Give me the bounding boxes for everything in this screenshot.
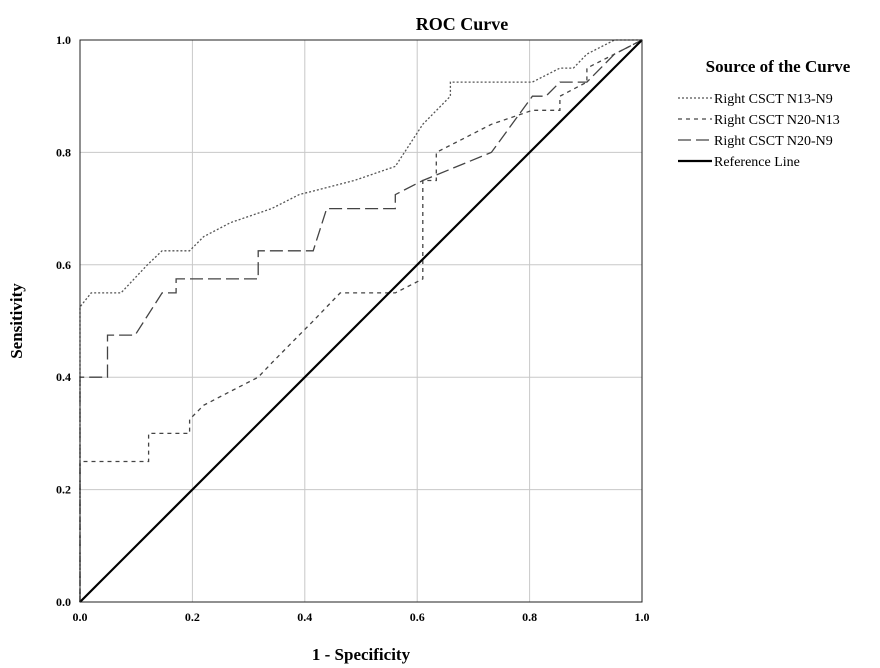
series-line-reference-line <box>79 39 643 603</box>
y-tick-label-3: 0.6 <box>56 258 71 272</box>
x-tick-label-3: 0.6 <box>410 610 425 624</box>
x-tick-label-5: 1.0 <box>635 610 650 624</box>
plot-frame <box>79 39 643 603</box>
legend-label-1: Right CSCT N20-N13 <box>714 113 840 128</box>
y-tick-label-4: 0.8 <box>56 145 71 159</box>
legend-label-0: Right CSCT N13-N9 <box>714 92 833 107</box>
y-tick-label-0: 0.0 <box>56 595 71 609</box>
y-tick-label-5: 1.0 <box>56 33 71 47</box>
y-tick-label-1: 0.2 <box>56 483 71 497</box>
y-tick-label-2: 0.4 <box>56 370 71 384</box>
series-line-right-csct-n13-n9 <box>79 39 642 602</box>
legend-title: Source of the Curve <box>706 57 851 76</box>
x-axis-label: 1 - Specificity <box>312 645 411 664</box>
legend-label-3: Reference Line <box>714 155 800 170</box>
series-line-right-csct-n20-n13 <box>79 39 643 602</box>
x-tick-label-1: 0.2 <box>185 610 200 624</box>
x-tick-label-2: 0.4 <box>297 610 312 624</box>
series-line-right-csct-n20-n9 <box>79 39 643 602</box>
chart-title: ROC Curve <box>416 14 509 34</box>
tick-labels: 0.0 0.2 0.4 0.6 0.8 1.0 0.0 0.2 0.4 0.6 0.8 1.0 <box>56 33 650 624</box>
legend: Source of the Curve Right CSCT N13-N9 Rig… <box>678 57 851 170</box>
series-lines <box>79 39 643 603</box>
legend-label-2: Right CSCT N20-N9 <box>714 134 833 149</box>
x-tick-label-0: 0.0 <box>73 610 88 624</box>
y-axis-label: Sensitivity <box>7 283 26 359</box>
x-tick-label-4: 0.8 <box>522 610 537 624</box>
